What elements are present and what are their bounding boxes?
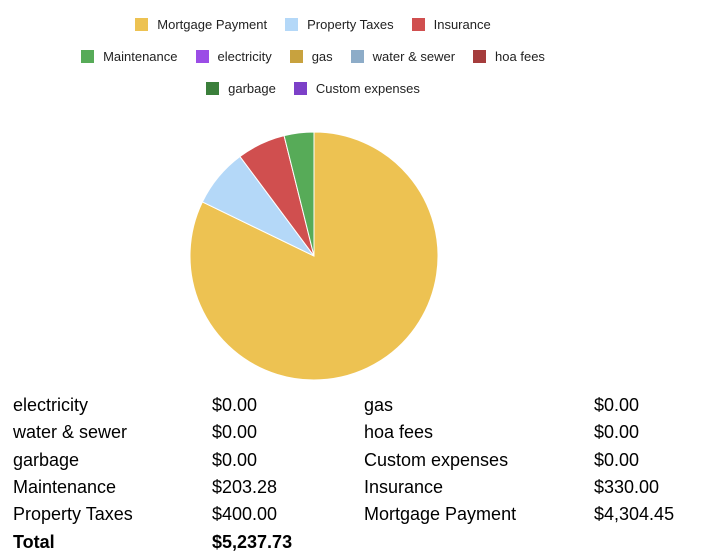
- table-cell: garbage: [13, 449, 80, 470]
- table-row: Property Taxes $400.00 Mortgage Payment $4,…: [13, 501, 674, 528]
- legend-item: electricity: [195, 48, 272, 64]
- table-cell: $203.28: [212, 477, 278, 498]
- legend-swatch: [411, 17, 425, 31]
- table-cell: Maintenance: [13, 477, 117, 498]
- legend-item: water & sewer: [350, 48, 456, 64]
- table-cell: Custom expenses: [364, 449, 509, 470]
- table-cell: $330.00: [594, 477, 660, 498]
- table-row: Maintenance $203.28 Insurance $330.00: [13, 474, 674, 501]
- table-row: water & sewer $0.00 hoa fees $0.00: [13, 419, 674, 446]
- legend-label: Custom expenses: [315, 80, 420, 96]
- legend-swatch: [293, 81, 307, 95]
- table-row: electricity $0.00 gas $0.00: [13, 392, 674, 419]
- legend-item: Custom expenses: [293, 80, 420, 96]
- legend-swatch: [350, 49, 364, 63]
- table-cell: Property Taxes: [13, 504, 133, 525]
- table-cell: $0.00: [594, 422, 640, 443]
- total-row: Total $5,237.73: [13, 528, 674, 555]
- table-cell: Insurance: [364, 477, 444, 498]
- legend-swatch: [81, 49, 95, 63]
- legend-label: Property Taxes: [307, 16, 394, 32]
- legend-item: Property Taxes: [285, 16, 394, 32]
- legend: Mortgage Payment Property Taxes Insurance M…: [0, 8, 626, 104]
- table-cell: Mortgage Payment: [364, 504, 517, 525]
- table-cell: $4,304.45: [594, 504, 675, 525]
- legend-item: hoa fees: [473, 49, 545, 64]
- legend-row: Maintenance electricity gas water & sewer ho…: [0, 40, 626, 72]
- legend-label: hoa fees: [495, 48, 545, 64]
- table-row: garbage $0.00 Custom expenses $0.00: [13, 447, 674, 474]
- table-cell: $0.00: [212, 422, 258, 443]
- table-cell: electricity: [13, 395, 89, 416]
- table-cell: $0.00: [212, 449, 258, 470]
- legend-item: gas: [289, 48, 333, 64]
- legend-swatch: [195, 49, 209, 63]
- table-cell: water & sewer: [13, 422, 128, 443]
- legend-item: Maintenance: [81, 48, 178, 64]
- legend-item: garbage: [206, 81, 276, 96]
- total-value: $5,237.73: [212, 531, 293, 552]
- legend-item: Insurance: [411, 16, 491, 32]
- legend-label: electricity: [217, 48, 272, 64]
- table-cell: gas: [364, 395, 394, 416]
- pie-slice: [283, 131, 315, 257]
- legend-label: garbage: [228, 80, 276, 96]
- table-cell: hoa fees: [364, 422, 434, 443]
- legend-item: Mortgage Payment: [135, 17, 267, 32]
- legend-label: Mortgage Payment: [157, 16, 268, 32]
- legend-swatch: [285, 17, 299, 31]
- legend-row: Mortgage Payment Property Taxes Insurance: [0, 8, 626, 40]
- legend-label: water & sewer: [372, 48, 456, 64]
- legend-label: gas: [311, 48, 333, 64]
- table-cell: $0.00: [594, 449, 640, 470]
- table-cell: $0.00: [212, 395, 258, 416]
- table-cell: $0.00: [594, 395, 640, 416]
- legend-label: Maintenance: [103, 48, 178, 64]
- legend-swatch: [289, 49, 303, 63]
- table-cell: $400.00: [212, 504, 278, 525]
- pie-chart: [189, 131, 439, 381]
- legend-row: garbage Custom expenses: [0, 72, 626, 104]
- legend-swatch: [206, 81, 220, 95]
- expense-table: electricity $0.00 gas $0.00 water & sewer $0.…: [13, 392, 674, 556]
- total-label: Total: [13, 531, 55, 552]
- legend-swatch: [473, 49, 487, 63]
- legend-label: Insurance: [433, 16, 491, 32]
- legend-swatch: [135, 17, 149, 31]
